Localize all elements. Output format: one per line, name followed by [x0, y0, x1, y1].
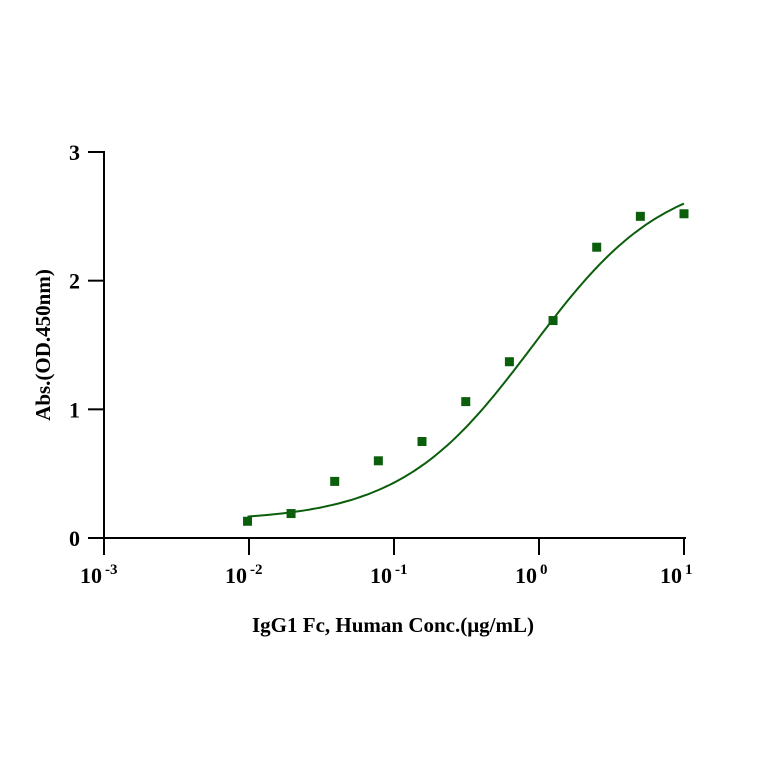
- x-tick-label: 10 -1: [370, 562, 408, 588]
- x-axis-label: IgG1 Fc, Human Conc.(μg/mL): [252, 613, 534, 637]
- y-axis-label: Abs.(OD.450nm): [31, 269, 55, 421]
- data-point: [330, 476, 340, 486]
- x-tick-label: 10 1: [660, 562, 693, 588]
- data-point: [417, 437, 427, 446]
- data-point: [461, 397, 471, 407]
- data-point: [679, 209, 689, 219]
- x-tick-label: 10 0: [515, 562, 548, 588]
- data-point: [548, 316, 558, 326]
- data-point: [243, 516, 253, 526]
- data-point: [373, 456, 383, 466]
- y-tick-label: 1: [69, 397, 80, 422]
- data-point: [592, 242, 602, 252]
- y-tick-label: 2: [69, 269, 80, 294]
- fit-curve: [247, 202, 685, 518]
- data-point: [504, 357, 514, 367]
- x-tick-label: 10 -3: [80, 562, 118, 588]
- x-tick-label: 10 -2: [225, 562, 263, 588]
- data-point: [635, 211, 645, 221]
- y-tick-label: 0: [69, 526, 80, 551]
- y-tick-label: 3: [69, 140, 80, 165]
- data-point: [286, 509, 296, 519]
